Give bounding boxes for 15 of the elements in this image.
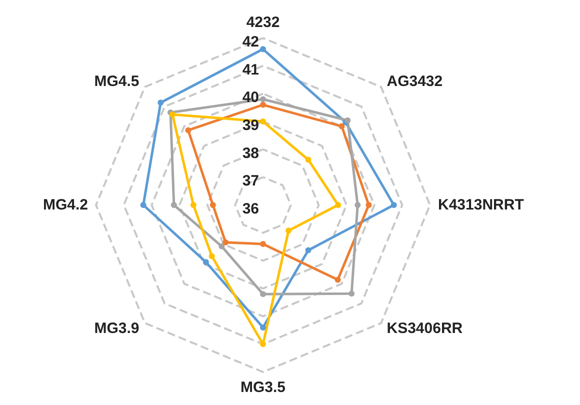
y-tick-label: 38 <box>242 144 259 162</box>
spoke-label: MG4.2 <box>42 196 88 214</box>
spoke-label: 4232 <box>246 14 280 31</box>
y-tick-label: 40 <box>242 89 259 106</box>
spoke-label: MG3.5 <box>240 379 286 396</box>
y-tick-label: 41 <box>242 61 259 78</box>
y-tick-label: 37 <box>242 172 259 190</box>
spoke-label: K4313NRRT <box>438 196 524 214</box>
y-tick-label: 36 <box>242 200 259 218</box>
y-tick-label: 39 <box>242 117 259 134</box>
spoke-label: MG3.9 <box>94 320 140 338</box>
y-tick-label: 42 <box>242 34 259 50</box>
spoke-label: KS3406RR <box>386 320 463 338</box>
spoke-label: AG3432 <box>386 72 443 90</box>
spoke-label: MG4.5 <box>94 72 140 90</box>
